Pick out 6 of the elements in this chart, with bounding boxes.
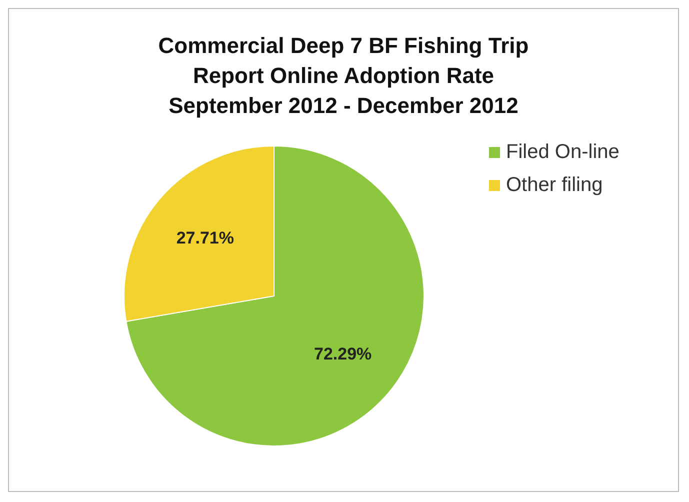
pie-slice [126, 146, 424, 446]
data-label: 27.71% [176, 228, 234, 248]
legend-label: Other filing [506, 174, 603, 197]
data-label: 72.29% [314, 344, 372, 364]
legend-label: Filed On-line [506, 141, 620, 164]
chart-title: Commercial Deep 7 BF Fishing Trip Report Online Adoption Rate September 2012 - December 2012 [157, 32, 530, 120]
